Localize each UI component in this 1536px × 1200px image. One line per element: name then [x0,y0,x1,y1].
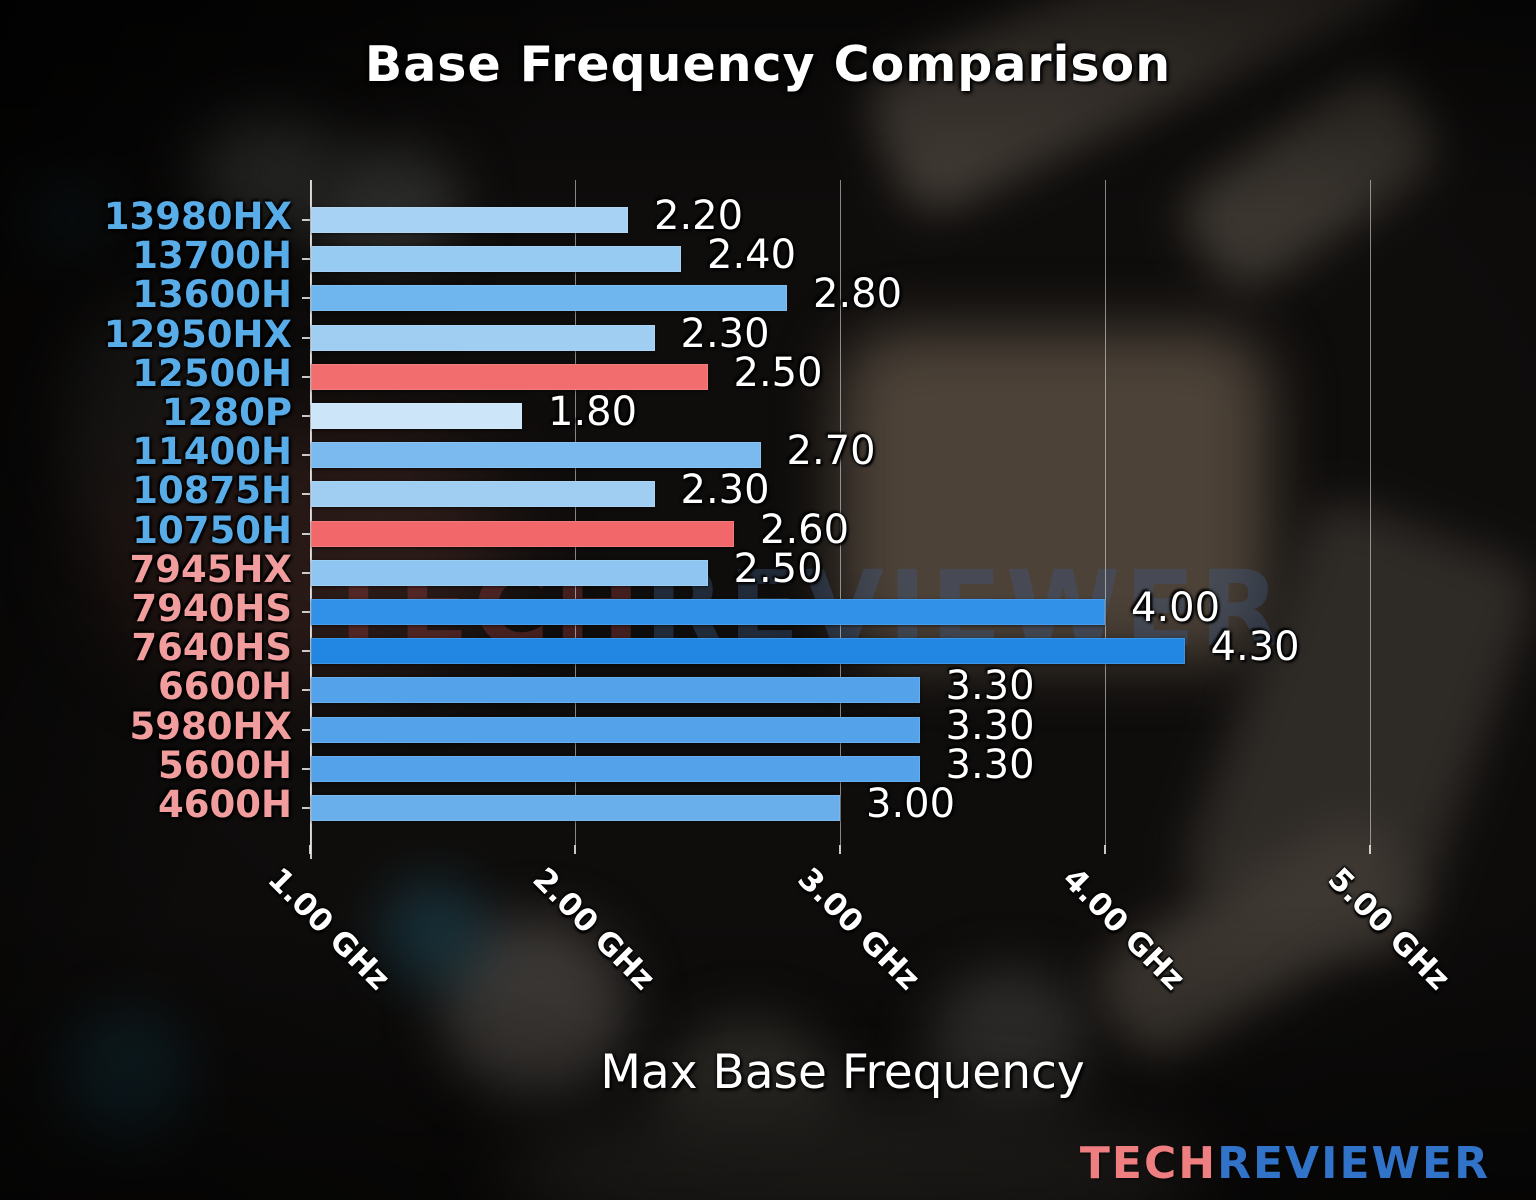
y-axis-tick [302,611,310,613]
x-axis-tick [1369,845,1371,854]
value-label: 2.20 [654,193,744,239]
bar [311,442,761,469]
value-label: 3.30 [945,663,1035,710]
value-label: 2.30 [680,467,770,514]
y-axis-line [310,180,312,859]
x-tick-label: 2.00 GHz [525,861,662,998]
y-axis-tick [302,258,310,261]
logo-reviewer: REVIEWER [1217,1138,1490,1189]
bar [311,559,708,586]
gridline [575,180,576,845]
y-axis-tick [302,219,310,221]
value-label: 2.70 [786,428,876,475]
value-label: 4.30 [1210,624,1300,671]
y-axis-tick [302,532,310,535]
gridline [1370,180,1371,845]
gridline [1105,180,1106,845]
value-label: 2.80 [813,271,903,318]
bar [311,246,681,273]
y-axis-tick [302,415,310,417]
x-tick-label: 1.00 GHz [260,861,397,998]
category-label: 13980HX [103,195,292,238]
bar [311,207,628,233]
category-label: 12950HX [103,312,292,356]
category-label: 13700H [132,234,292,278]
category-label: 7640HS [131,626,292,670]
x-tick-label: 4.00 GHz [1055,861,1192,998]
category-label: 5980HX [129,704,292,748]
y-axis-tick [302,689,310,692]
y-axis-tick [302,807,310,809]
bar [311,599,1105,625]
y-axis-tick [302,454,310,457]
bar [311,363,708,390]
bar [311,638,1185,665]
y-axis-tick [302,767,310,770]
bar [311,677,920,704]
techreviewer-logo: TECHREVIEWER [1080,1138,1490,1189]
value-label: 4.00 [1131,585,1221,631]
y-axis-tick [302,650,310,653]
value-label: 3.30 [945,702,1035,749]
bar [311,324,655,351]
x-axis-tick [839,845,841,854]
value-label: 2.30 [680,310,770,357]
category-label: 10750H [132,508,292,552]
value-label: 2.50 [733,349,823,396]
value-label: 3.00 [866,781,956,827]
y-axis-tick [302,728,310,731]
logo-tech: TECH [1079,1138,1218,1189]
bar [311,795,840,821]
bar [311,755,920,782]
bar [311,520,734,547]
bar [311,481,655,508]
x-axis-label: Max Base Frequency [600,1045,1085,1100]
y-axis-tick [302,493,310,496]
chart-title: Base Frequency Comparison [364,36,1172,93]
y-axis-tick [302,336,310,339]
category-label: 13600H [132,273,292,317]
value-label: 3.30 [945,741,1035,788]
y-axis-tick [302,571,310,574]
bar [311,285,787,312]
y-axis-tick [302,375,310,378]
x-axis-tick [574,845,576,854]
x-axis-tick [1104,845,1106,854]
category-label: 7945HX [129,547,292,591]
category-label: 1280P [161,391,292,434]
category-label: 6600H [158,665,292,709]
value-label: 2.60 [760,506,850,553]
value-label: 1.80 [548,389,638,435]
bar [311,403,522,429]
gridline [840,180,841,845]
category-label: 12500H [132,351,292,395]
x-tick-label: 5.00 GHz [1320,861,1457,998]
category-label: 7940HS [131,587,292,630]
category-label: 4600H [158,783,292,826]
x-tick-label: 3.00 GHz [790,861,927,998]
category-label: 5600H [158,743,292,787]
category-label: 10875H [132,469,292,513]
y-axis-tick [302,297,310,300]
value-label: 2.50 [733,545,823,592]
value-label: 2.40 [707,232,797,279]
category-label: 11400H [132,430,292,474]
bar [311,716,920,743]
